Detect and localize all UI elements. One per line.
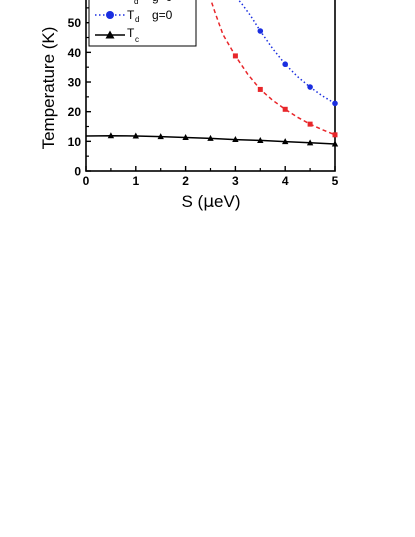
point-black-5 xyxy=(232,136,239,143)
point-black-7 xyxy=(282,138,289,145)
y-tick-label-0: 0 xyxy=(74,165,81,179)
y-tick-label-4: 40 xyxy=(68,46,82,60)
curve-blue xyxy=(236,0,336,105)
y-tick-label-1: 10 xyxy=(68,135,82,149)
point-blue-0 xyxy=(257,28,264,34)
point-black-9 xyxy=(331,140,339,147)
series-markers xyxy=(107,28,339,147)
y-tick-label-2: 20 xyxy=(68,105,82,119)
point-black-4 xyxy=(207,134,214,141)
point-red-1 xyxy=(257,86,263,92)
legend-blue-sub: d xyxy=(135,15,139,24)
legend-entry-blue: T d g=0 xyxy=(95,8,173,24)
legend-blue-main: T xyxy=(127,8,135,22)
point-blue-1 xyxy=(282,61,289,68)
x-axis-title: S (μeV) xyxy=(181,192,240,212)
point-black-1 xyxy=(132,132,139,139)
point-red-3 xyxy=(307,121,313,127)
y-tick-label-3: 30 xyxy=(68,76,82,90)
x-tick-label-4: 4 xyxy=(282,174,289,188)
legend-black-main: T xyxy=(127,26,135,40)
point-black-2 xyxy=(157,133,164,140)
point-black-3 xyxy=(182,133,189,140)
y-axis: 0 10 20 30 40 50 xyxy=(68,7,91,179)
x-axis: 0 1 2 3 4 5 xyxy=(83,166,339,188)
point-blue-3 xyxy=(332,100,338,107)
x-tick-label-3: 3 xyxy=(232,174,239,188)
legend-red-sub: d xyxy=(134,0,138,6)
x-tick-label-1: 1 xyxy=(132,174,139,188)
x-tick-label-5: 5 xyxy=(332,174,339,188)
point-black-0 xyxy=(107,132,115,139)
point-blue-2 xyxy=(307,84,313,90)
legend-entry-red-cut: d g=0 xyxy=(134,0,173,6)
legend-red-extra: g=0 xyxy=(152,0,173,4)
point-black-6 xyxy=(257,136,264,143)
legend: d g=0 T d g=0 T c xyxy=(88,0,197,47)
point-red-2 xyxy=(282,106,288,112)
legend-blue-extra: g=0 xyxy=(152,8,173,22)
legend-black-marker xyxy=(105,30,115,39)
point-red-0 xyxy=(232,53,238,59)
x-tick-label-2: 2 xyxy=(182,174,189,188)
legend-entry-black: T c xyxy=(95,26,139,44)
point-black-8 xyxy=(306,139,314,146)
y-axis-title: Temperature (K) xyxy=(39,27,58,150)
legend-blue-marker xyxy=(106,11,114,19)
legend-black-sub: c xyxy=(135,35,139,44)
point-red-4 xyxy=(332,132,338,138)
curve-red xyxy=(210,0,336,136)
x-tick-label-0: 0 xyxy=(83,174,90,188)
y-tick-label-5: 50 xyxy=(68,16,82,30)
legend-box xyxy=(88,0,197,47)
